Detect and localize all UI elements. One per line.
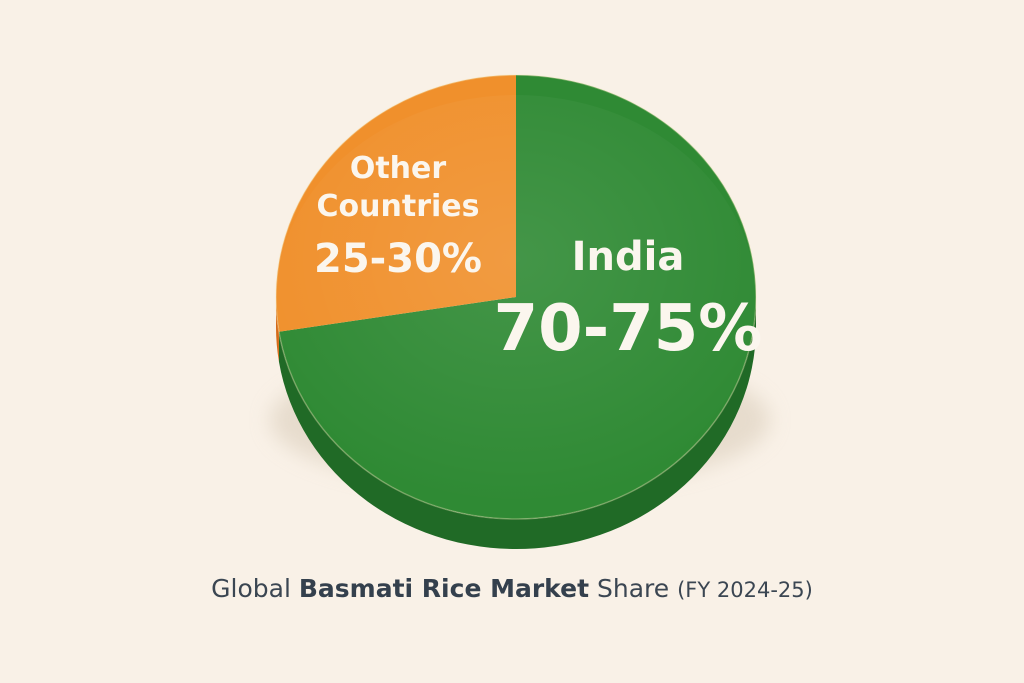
slice-value-india: 70-75% <box>494 292 763 366</box>
slice-name-india-line-1: India <box>572 234 685 280</box>
slice-name-other-countries-line-2: Countries <box>317 189 480 224</box>
title-suffix: Share <box>597 574 670 603</box>
chart-title: Global Basmati Rice Market Share (FY 202… <box>0 574 1024 603</box>
slice-name-other-countries-line-1: Other <box>350 151 447 186</box>
title-bold: Basmati Rice Market <box>298 574 590 603</box>
slice-value-other-countries: 25-30% <box>314 236 482 282</box>
title-prefix: Global <box>211 574 291 603</box>
title-period: (FY 2024-25) <box>677 578 813 602</box>
